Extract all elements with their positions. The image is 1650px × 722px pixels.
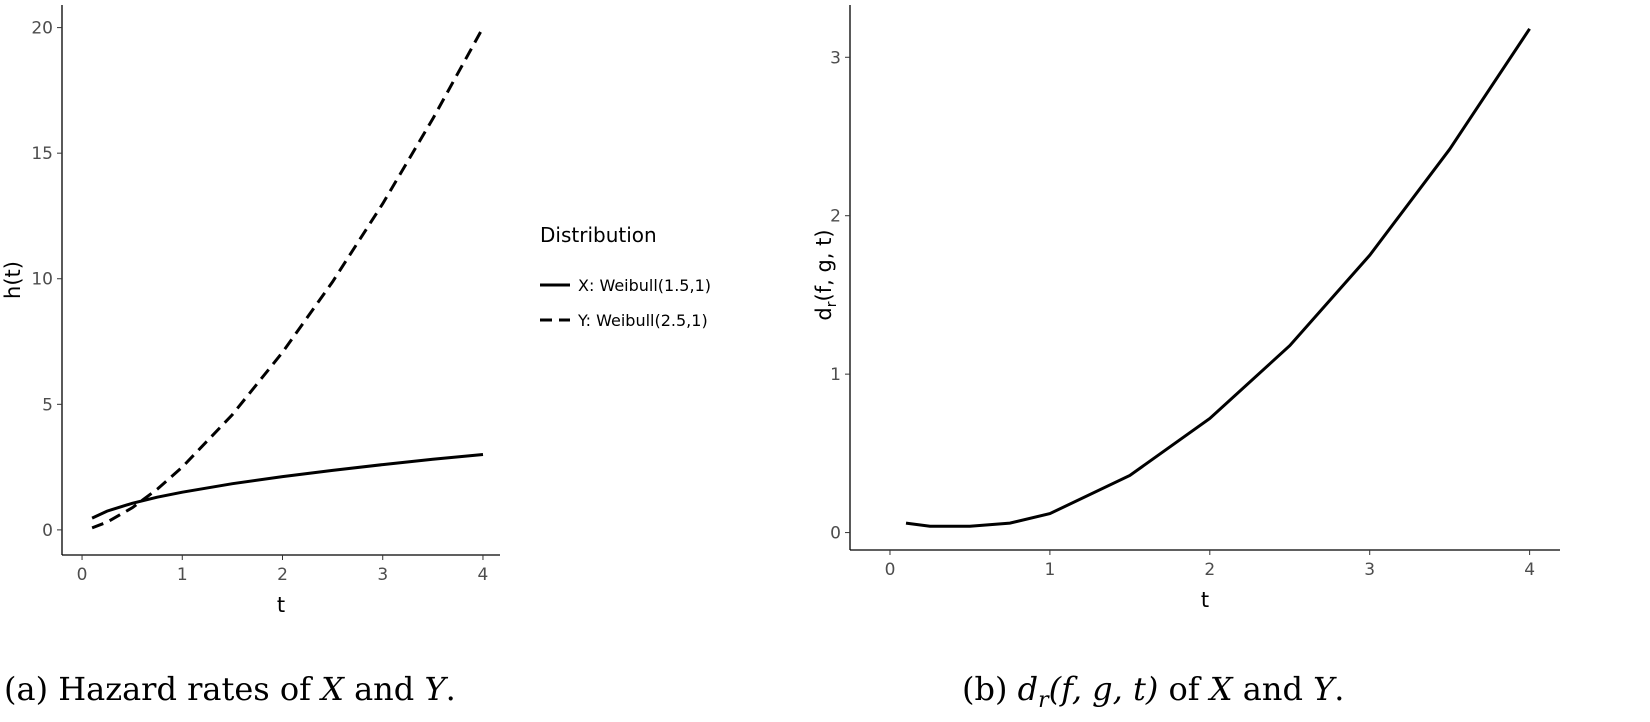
x-tick-label: 0 — [77, 565, 88, 585]
x-axis-title: t — [1201, 588, 1209, 612]
caption-part: (f, g, t) — [1049, 670, 1159, 708]
caption-part: Y — [424, 670, 448, 708]
data-line — [91, 453, 484, 520]
caption-part: d — [1018, 670, 1038, 708]
data-line — [91, 26, 485, 530]
x-tick-label: 3 — [377, 565, 388, 585]
y-tick-label: 2 — [830, 207, 841, 227]
caption-part: . — [446, 670, 456, 708]
caption: (a) Hazard rates of X and Y. — [4, 670, 456, 708]
caption: (b) dr(f, g, t) of X and Y. — [962, 670, 1344, 713]
caption-part: X — [318, 670, 345, 708]
caption-part: X — [1207, 670, 1234, 708]
x-tick-label: 2 — [277, 565, 288, 585]
x-tick-label: 4 — [478, 565, 489, 585]
caption-part: and — [1233, 670, 1314, 708]
legend-label: Y: Weibull(2.5,1) — [577, 311, 708, 330]
x-axis-title: t — [277, 593, 285, 617]
caption-part: and — [344, 670, 425, 708]
data-line — [905, 27, 1531, 528]
x-tick-label: 3 — [1364, 560, 1375, 580]
caption-part: (b) — [962, 670, 1018, 708]
y-tick-label: 5 — [42, 395, 53, 415]
y-tick-label: 3 — [830, 48, 841, 68]
x-tick-label: 2 — [1204, 560, 1215, 580]
x-tick-label: 4 — [1524, 560, 1535, 580]
y-axis-title: dr(f, g, t) — [812, 229, 840, 320]
y-tick-label: 10 — [31, 270, 53, 290]
y-tick-label: 0 — [42, 521, 53, 541]
caption-part: (a) Hazard rates of — [4, 670, 321, 708]
y-axis-title-part: (f, g, t) — [812, 229, 836, 301]
caption-part: r — [1038, 688, 1050, 713]
y-axis-title-part: d — [812, 307, 836, 320]
legend-title: Distribution — [540, 223, 657, 247]
y-tick-label: 15 — [31, 144, 53, 164]
x-tick-label: 1 — [177, 565, 188, 585]
y-axis-title-part: r — [824, 301, 840, 307]
caption-part: Y — [1313, 670, 1337, 708]
y-tick-label: 1 — [830, 365, 841, 385]
y-axis-title: h(t) — [1, 261, 25, 299]
legend-label: X: Weibull(1.5,1) — [578, 276, 711, 295]
caption-part: of — [1158, 670, 1209, 708]
x-tick-label: 0 — [885, 560, 896, 580]
x-tick-label: 1 — [1044, 560, 1055, 580]
y-tick-label: 0 — [830, 524, 841, 544]
y-tick-label: 20 — [31, 19, 53, 39]
caption-part: . — [1334, 670, 1344, 708]
